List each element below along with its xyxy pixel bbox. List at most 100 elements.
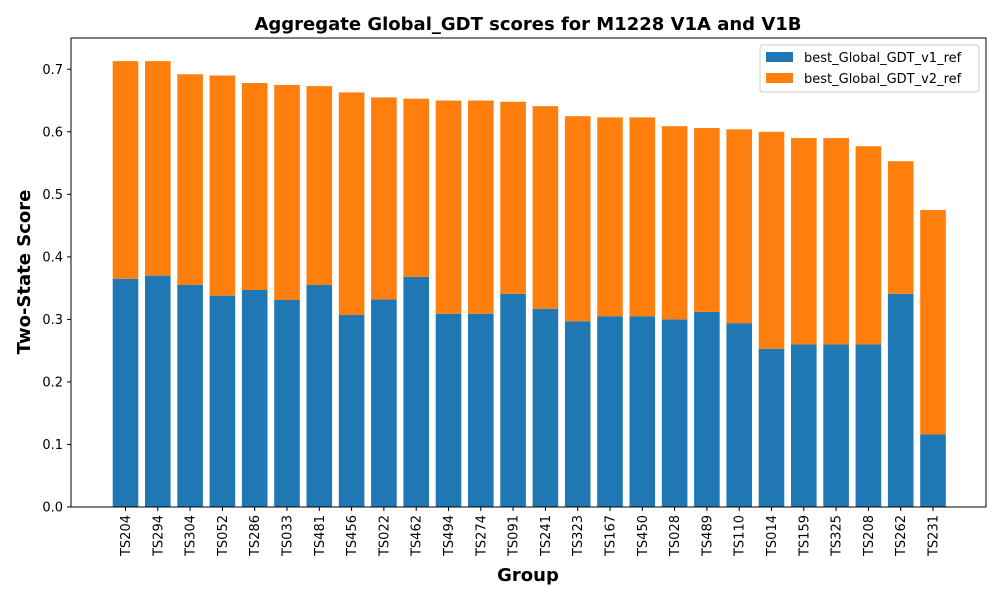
bar-v2-ts167 — [597, 117, 623, 317]
bar-v2-ts091 — [500, 101, 526, 294]
legend-swatch-v1 — [766, 52, 793, 62]
legend-label-v2: best_Global_GDT_v2_ref — [804, 72, 962, 87]
bar-v2-ts262 — [887, 161, 914, 294]
bar-v2-ts014 — [758, 131, 785, 349]
y-tick-label: 0.6 — [42, 125, 63, 140]
x-tick-label: TS489 — [700, 515, 715, 557]
legend-label-v1: best_Global_GDT_v1_ref — [804, 51, 962, 66]
bar-v1-ts014 — [758, 348, 785, 507]
x-tick-label: TS167 — [604, 515, 619, 557]
bar-v1-ts028 — [661, 319, 688, 507]
bar-v2-ts241 — [532, 106, 559, 309]
bar-v2-ts462 — [403, 98, 429, 277]
x-tick-label: TS033 — [281, 515, 296, 557]
bar-v1-ts262 — [887, 293, 914, 507]
bar-v1-ts323 — [564, 321, 591, 507]
x-tick-label: TS022 — [377, 515, 392, 557]
bar-v2-ts033 — [274, 84, 300, 301]
bar-v2-ts231 — [920, 209, 946, 435]
bar-v1-ts294 — [145, 275, 171, 507]
bar-v2-ts159 — [791, 138, 817, 345]
bar-v1-ts325 — [823, 344, 849, 507]
x-tick-label: TS014 — [765, 515, 780, 557]
x-tick-label: TS450 — [636, 515, 651, 557]
bar-v2-ts052 — [209, 75, 236, 296]
bar-v1-ts208 — [855, 344, 882, 507]
bar-v1-ts204 — [112, 278, 139, 507]
bar-v1-ts110 — [726, 323, 752, 507]
x-axis-ticks: TS204 TS294 TS304 TS052 TS286 TS033 TS481 TS456… — [119, 507, 942, 557]
x-tick-label: TS274 — [474, 515, 489, 557]
bar-v2-ts208 — [855, 146, 882, 345]
y-tick-label: 0.5 — [42, 188, 63, 203]
x-tick-label: TS241 — [539, 515, 554, 557]
x-tick-label: TS091 — [507, 515, 522, 557]
x-tick-label: TS494 — [442, 515, 457, 557]
x-tick-label: TS204 — [119, 515, 134, 557]
bar-v1-ts450 — [629, 316, 656, 507]
x-tick-label: TS208 — [862, 515, 877, 557]
x-tick-label: TS323 — [571, 515, 586, 557]
x-tick-label: TS304 — [184, 515, 199, 557]
bar-v1-ts167 — [597, 316, 623, 507]
bar-v1-ts481 — [306, 285, 333, 507]
bar-v2-ts110 — [726, 129, 752, 324]
x-axis-label: Group — [497, 565, 559, 586]
y-tick-label: 0.4 — [42, 250, 63, 265]
x-tick-label: TS052 — [216, 515, 231, 557]
y-tick-label: 0.3 — [42, 313, 63, 328]
x-tick-label: TS110 — [733, 515, 748, 557]
x-tick-label: TS286 — [248, 515, 263, 557]
bar-v2-ts286 — [241, 83, 268, 291]
bar-v2-ts028 — [661, 126, 688, 320]
y-axis-ticks: 0.0 0.1 0.2 0.3 0.4 0.5 0.6 0.7 — [42, 63, 71, 516]
x-tick-label: TS294 — [151, 515, 166, 557]
x-tick-label: TS456 — [345, 515, 360, 557]
bar-v1-ts274 — [468, 313, 494, 507]
x-tick-label: TS231 — [927, 515, 942, 557]
bar-v2-ts294 — [145, 61, 171, 276]
legend-swatch-v2 — [766, 73, 793, 83]
bar-v2-ts494 — [435, 100, 462, 314]
bar-v1-ts489 — [694, 311, 720, 507]
bar-v2-ts456 — [338, 92, 365, 316]
x-tick-label: TS028 — [668, 515, 683, 557]
bar-v1-ts462 — [403, 276, 429, 507]
x-tick-label: TS262 — [894, 515, 909, 557]
chart-title: Aggregate Global_GDT scores for M1228 V1… — [254, 14, 801, 35]
bar-v2-ts325 — [823, 138, 849, 345]
bar-v2-ts481 — [306, 86, 333, 286]
y-tick-label: 0.0 — [42, 501, 63, 516]
legend-box — [759, 44, 980, 93]
bar-v1-ts304 — [177, 285, 203, 507]
bars-group — [112, 61, 946, 507]
bar-v1-ts241 — [532, 308, 559, 507]
bar-v2-ts304 — [177, 74, 203, 286]
bar-v2-ts204 — [112, 61, 139, 279]
x-tick-label: TS325 — [830, 515, 845, 557]
bar-v2-ts450 — [629, 117, 656, 317]
bar-v1-ts033 — [274, 300, 300, 507]
bar-v1-ts456 — [338, 315, 365, 507]
y-tick-label: 0.1 — [42, 438, 63, 453]
bar-v2-ts022 — [371, 97, 397, 300]
y-tick-label: 0.7 — [42, 63, 63, 78]
bar-v1-ts286 — [241, 290, 268, 507]
plot-frame — [70, 37, 987, 508]
bar-v1-ts231 — [920, 434, 946, 507]
x-tick-label: TS462 — [410, 515, 425, 557]
bar-v1-ts052 — [209, 295, 236, 507]
bar-v2-ts323 — [564, 116, 591, 322]
bar-v1-ts091 — [500, 293, 526, 507]
y-tick-label: 0.2 — [42, 375, 63, 390]
bar-v2-ts274 — [468, 100, 494, 314]
x-tick-label: TS481 — [313, 515, 328, 557]
x-tick-label: TS159 — [797, 515, 812, 557]
y-axis-label: Two-State Score — [14, 190, 35, 355]
bar-v1-ts494 — [435, 313, 462, 507]
bar-v1-ts022 — [371, 299, 397, 507]
bar-v2-ts489 — [694, 128, 720, 312]
legend: best_Global_GDT_v1_ref best_Global_GDT_v2… — [759, 44, 980, 93]
bar-v1-ts159 — [791, 344, 817, 507]
